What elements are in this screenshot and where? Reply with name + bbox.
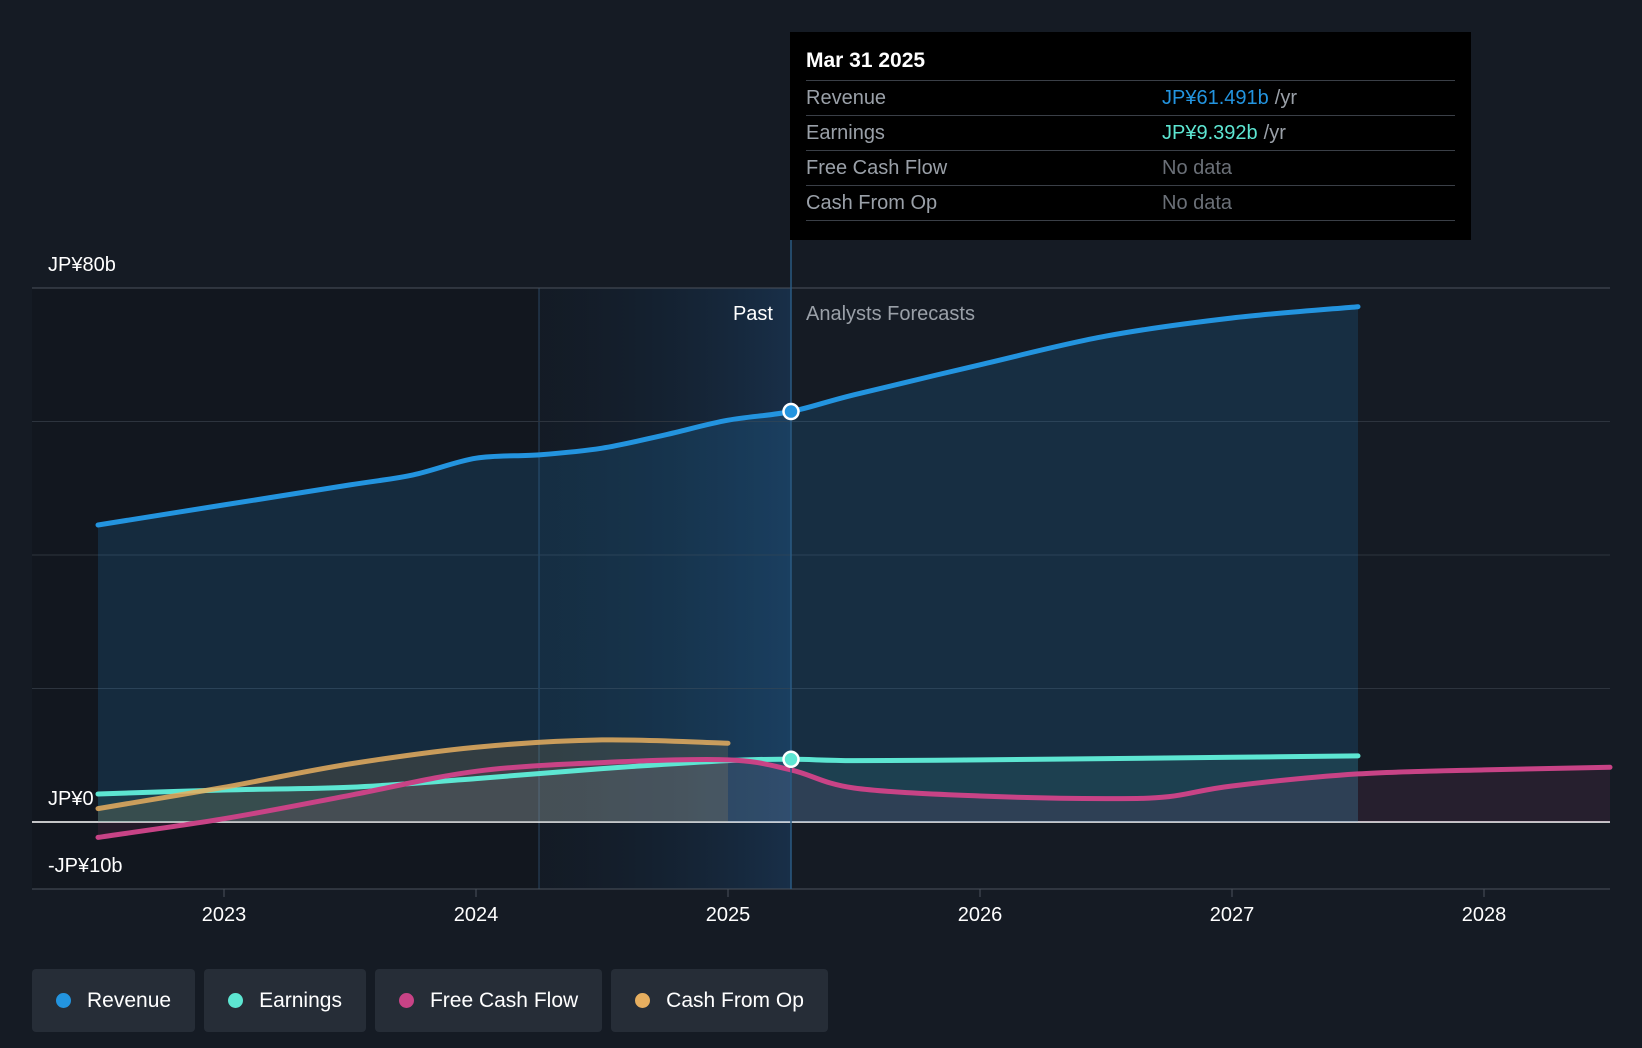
legend-label: Revenue [87, 988, 172, 1012]
x-tick-label: 2023 [202, 904, 247, 926]
tooltip-row-earnings: Earnings JP¥9.392b /yr [806, 116, 1455, 151]
y-tick-label-top: JP¥80b [48, 254, 116, 276]
legend-item-earnings[interactable]: Earnings [204, 969, 366, 1032]
tooltip-name: Free Cash Flow [806, 157, 948, 179]
cash-from-op-line [95, 737, 731, 812]
x-tick-label: 2028 [1462, 904, 1507, 926]
y-tick-label-bottom: -JP¥10b [48, 855, 123, 877]
tooltip-value: No data [1162, 192, 1233, 214]
revenue-highlight-point [782, 402, 800, 421]
legend-dot-icon [56, 993, 71, 1008]
tooltip-unit: /yr [1274, 87, 1297, 109]
past-highlight-bg [539, 288, 791, 889]
earnings-highlight-point [782, 750, 800, 769]
tooltip-value: JP¥9.392b [1162, 122, 1258, 144]
tooltip-row-revenue: Revenue JP¥61.491b /yr [806, 81, 1455, 116]
tooltip-row-cash-from-op: Cash From Op No data [806, 186, 1455, 221]
tooltip-name: Revenue [806, 87, 887, 109]
past-label: Past [733, 303, 773, 325]
data-tooltip: Mar 31 2025 Revenue JP¥61.491b /yr Earni… [790, 32, 1471, 240]
tooltip-date: Mar 31 2025 [806, 46, 1455, 81]
tooltip-name: Cash From Op [806, 192, 938, 214]
free-cash-flow-line [95, 757, 1613, 840]
legend-label: Earnings [259, 988, 342, 1012]
tooltip-row-free-cash-flow: Free Cash Flow No data [806, 151, 1455, 186]
financial-chart: JP¥80b JP¥0 -JP¥10b Past Analysts Foreca… [32, 240, 1613, 926]
earnings-area [98, 755, 1358, 822]
legend-item-cash-from-op[interactable]: Cash From Op [611, 969, 828, 1032]
revenue-area [98, 306, 1358, 822]
x-tick-label: 2026 [958, 904, 1003, 926]
legend-label: Cash From Op [666, 988, 804, 1012]
legend-item-revenue[interactable]: Revenue [32, 969, 196, 1032]
revenue-line [95, 304, 1361, 528]
x-tick-label: 2027 [1210, 904, 1255, 926]
legend-dot-icon [228, 993, 244, 1008]
tooltip-value: JP¥61.491b [1162, 87, 1269, 109]
tooltip-unit: /yr [1263, 122, 1286, 144]
legend-label: Free Cash Flow [429, 988, 579, 1012]
y-tick-label-zero: JP¥0 [48, 788, 94, 810]
forecast-label: Analysts Forecasts [806, 303, 975, 325]
x-tick-label: 2025 [706, 904, 751, 926]
tooltip-value: No data [1162, 157, 1233, 179]
legend-dot-icon [398, 993, 414, 1008]
legend: Revenue Earnings Free Cash Flow Cash Fro… [32, 969, 828, 1032]
tooltip-name: Earnings [806, 122, 885, 144]
x-tick-label: 2024 [454, 904, 499, 926]
legend-item-free-cash-flow[interactable]: Free Cash Flow [374, 969, 603, 1032]
legend-dot-icon [635, 993, 651, 1008]
